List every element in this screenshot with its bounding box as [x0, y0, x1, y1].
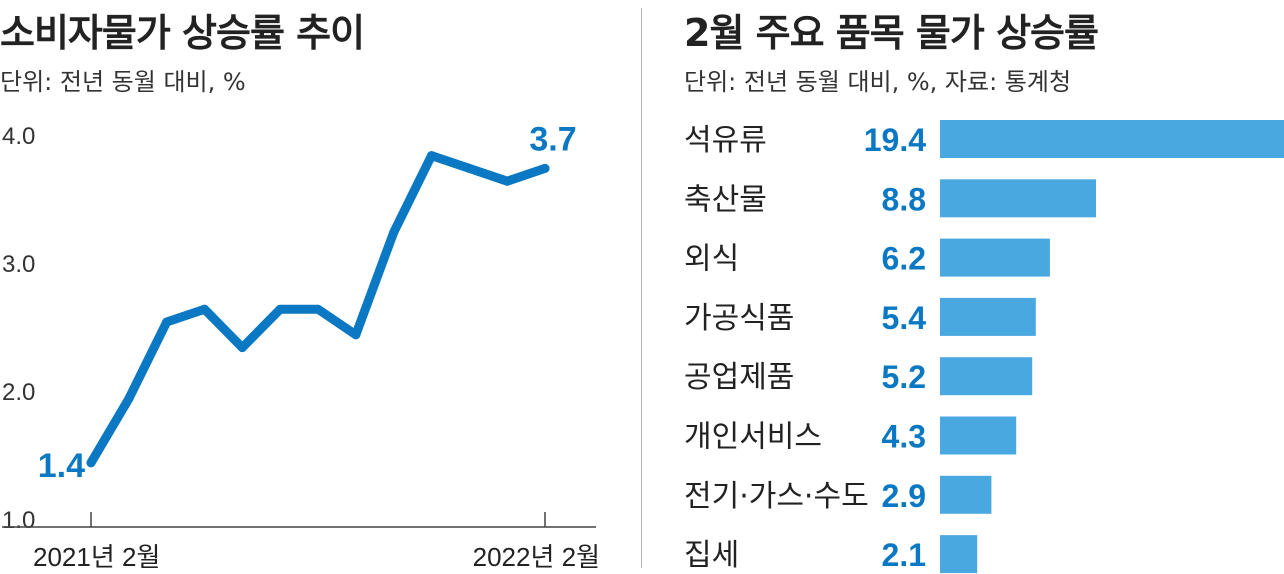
data-point — [502, 176, 512, 186]
data-point — [427, 151, 436, 161]
bar-category-label: 집세 — [684, 538, 739, 573]
y-tick-label: 4.0 — [2, 123, 35, 150]
bar-chart-subtitle: 단위: 전년 동월 대비, %, 자료: 통계청 — [684, 68, 1072, 96]
bar — [940, 357, 1033, 396]
data-point — [200, 304, 209, 314]
bar — [940, 475, 992, 514]
data-point — [124, 394, 134, 404]
bar-value-label: 19.4 — [864, 122, 926, 158]
bar-category-label: 외식 — [684, 242, 739, 277]
bar-chart-title: 2월 주요 품목 물가 상승률 — [684, 11, 1099, 55]
bar-category-label: 전기·가스·수도 — [684, 479, 869, 514]
data-point — [237, 343, 247, 353]
data-label-end: 3.7 — [529, 120, 576, 158]
bar — [940, 179, 1096, 218]
bar — [940, 416, 1017, 455]
line-chart-title: 소비자물가 상승률 추이 — [0, 11, 365, 55]
bar-category-label: 축산물 — [684, 182, 767, 217]
bar-value-label: 5.4 — [882, 300, 927, 336]
bar — [940, 535, 978, 574]
data-point — [313, 304, 323, 314]
bar-value-label: 5.2 — [882, 359, 926, 395]
bar — [940, 120, 1284, 158]
data-point — [351, 330, 361, 340]
line-chart: 4.0 3.0 2.0 1.0 2021년 2월 2022년 2월 1.4 3.7 — [2, 120, 600, 572]
x-tick-label-start: 2021년 2월 — [33, 542, 160, 572]
y-tick-label: 3.0 — [2, 251, 35, 278]
bar-category-label: 공업제품 — [684, 360, 794, 395]
bar-chart: 석유류 19.4 축산물 8.8 외식 6.2 가공식품 5.4 공업제품 5.2 개인서비스 4.3… — [684, 120, 1284, 574]
line-chart-subtitle: 단위: 전년 동월 대비, % — [0, 68, 246, 96]
data-point — [275, 304, 285, 314]
x-tick-label-end: 2022년 2월 — [473, 542, 600, 572]
data-label-start: 1.4 — [38, 447, 85, 485]
data-point — [162, 317, 172, 327]
y-tick-label: 1.0 — [2, 507, 35, 534]
bar-value-label: 6.2 — [882, 241, 926, 277]
data-point — [464, 163, 474, 173]
bar-chart-panel: 2월 주요 품목 물가 상승률 단위: 전년 동월 대비, %, 자료: 통계청… — [660, 0, 1284, 574]
panel-divider — [641, 8, 642, 568]
bar-value-label: 4.3 — [882, 419, 926, 455]
bar-category-label: 석유류 — [684, 123, 767, 158]
bar-category-label: 가공식품 — [684, 301, 794, 336]
line-chart-panel: 소비자물가 상승률 추이 단위: 전년 동월 대비, % 4.0 3.0 2.0 1.… — [0, 0, 640, 574]
bar-value-label: 8.8 — [882, 181, 926, 217]
y-tick-label: 2.0 — [2, 379, 35, 406]
data-point — [86, 458, 96, 468]
data-point — [540, 163, 550, 173]
bar-value-label: 2.9 — [882, 478, 926, 514]
bar — [940, 297, 1036, 336]
data-point — [389, 227, 399, 237]
bar-category-label: 개인서비스 — [684, 420, 822, 455]
bar-value-label: 2.1 — [882, 537, 926, 573]
bar — [940, 238, 1050, 277]
